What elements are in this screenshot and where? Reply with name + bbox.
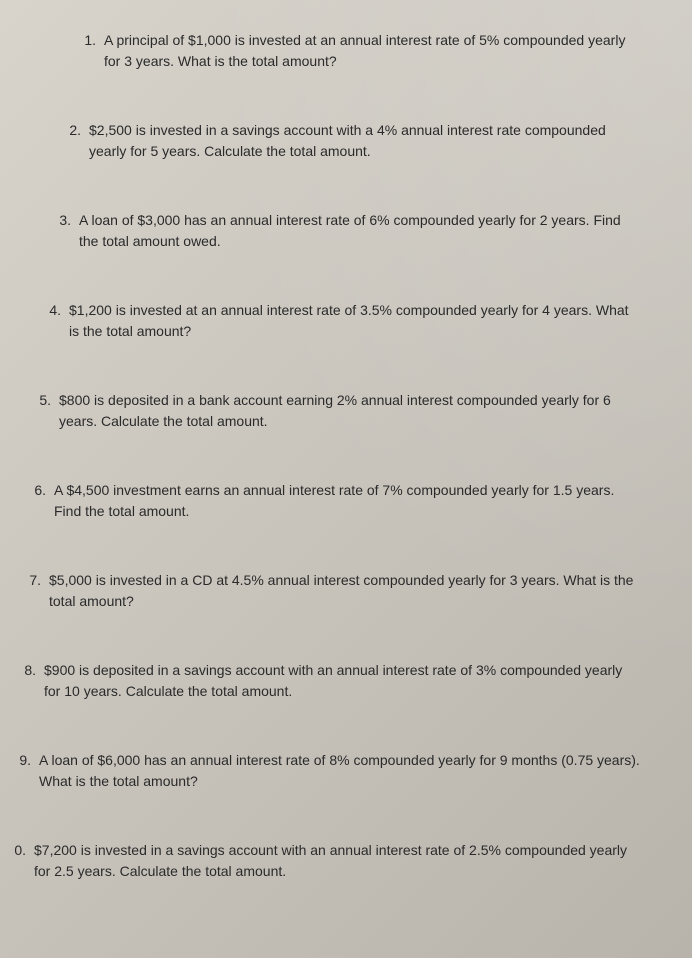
question-item: 6.A $4,500 investment earns an annual in…: [30, 480, 672, 522]
question-number: 6.: [30, 480, 54, 522]
question-number: 7.: [25, 570, 49, 612]
question-number: 5.: [35, 390, 59, 432]
question-number: 2.: [65, 120, 89, 162]
question-text: $1,200 is invested at an annual interest…: [69, 300, 672, 342]
question-item: 0.$7,200 is invested in a savings accoun…: [10, 840, 672, 882]
question-text: $900 is deposited in a savings account w…: [44, 660, 672, 702]
question-item: 7.$5,000 is invested in a CD at 4.5% ann…: [25, 570, 672, 612]
question-number: 4.: [45, 300, 69, 342]
question-number: 0.: [10, 840, 34, 882]
question-number: 1.: [80, 30, 104, 72]
question-text: A loan of $3,000 has an annual interest …: [79, 210, 672, 252]
question-text: $2,500 is invested in a savings account …: [89, 120, 672, 162]
question-item: 4.$1,200 is invested at an annual intere…: [45, 300, 672, 342]
question-number: 9.: [15, 750, 39, 792]
question-number: 8.: [20, 660, 44, 702]
questions-list: 1.A principal of $1,000 is invested at a…: [20, 30, 672, 882]
question-text: $800 is deposited in a bank account earn…: [59, 390, 672, 432]
question-text: $5,000 is invested in a CD at 4.5% annua…: [49, 570, 672, 612]
question-item: 1.A principal of $1,000 is invested at a…: [80, 30, 672, 72]
question-text: A loan of $6,000 has an annual interest …: [39, 750, 672, 792]
question-number: 3.: [55, 210, 79, 252]
question-item: 9.A loan of $6,000 has an annual interes…: [15, 750, 672, 792]
question-item: 5.$800 is deposited in a bank account ea…: [35, 390, 672, 432]
question-text: $7,200 is invested in a savings account …: [34, 840, 672, 882]
question-text: A principal of $1,000 is invested at an …: [104, 30, 672, 72]
question-item: 3.A loan of $3,000 has an annual interes…: [55, 210, 672, 252]
question-text: A $4,500 investment earns an annual inte…: [54, 480, 672, 522]
question-item: 2.$2,500 is invested in a savings accoun…: [65, 120, 672, 162]
question-item: 8.$900 is deposited in a savings account…: [20, 660, 672, 702]
